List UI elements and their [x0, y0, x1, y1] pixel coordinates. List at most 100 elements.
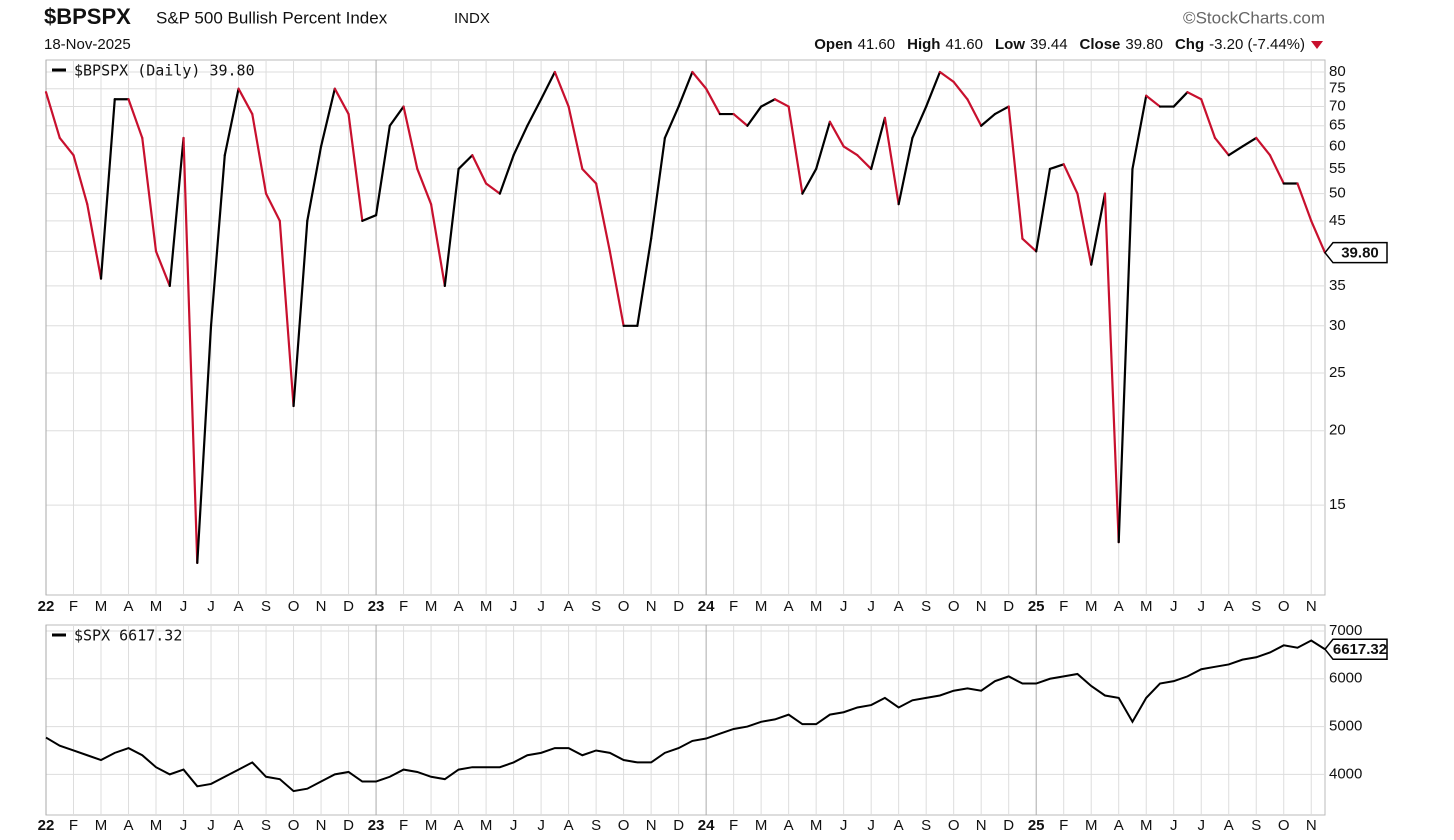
- quote-label: Close: [1080, 36, 1121, 53]
- line-segment: [306, 145, 323, 222]
- y-tick-label: 25: [1329, 364, 1346, 381]
- line-segment: [457, 154, 474, 171]
- x-tick-label: O: [618, 598, 630, 615]
- x-tick-label: S: [261, 817, 271, 834]
- x-tick-label: M: [480, 598, 493, 615]
- x-tick-label: J: [180, 598, 188, 615]
- x-tick-label: F: [729, 598, 738, 615]
- x-tick-label: A: [454, 598, 464, 615]
- x-tick-label: N: [1306, 598, 1317, 615]
- x-tick-label: A: [124, 598, 134, 615]
- x-tick-label: J: [537, 598, 545, 615]
- line-segment: [801, 167, 818, 195]
- x-tick-label: O: [288, 598, 300, 615]
- x-tick-label: M: [425, 817, 438, 834]
- x-tick-label: M: [95, 598, 108, 615]
- x-tick-label: F: [69, 817, 78, 834]
- x-tick-label: J: [207, 817, 215, 834]
- line-segment: [938, 70, 955, 83]
- line-segment: [1035, 167, 1052, 253]
- x-tick-label: J: [1170, 598, 1178, 615]
- y-tick-label: 30: [1329, 317, 1346, 334]
- x-tick-label: M: [95, 817, 108, 834]
- x-tick-label: M: [480, 817, 493, 834]
- line-segment: [691, 70, 708, 90]
- line-segment: [650, 136, 666, 240]
- legend-label: $BPSPX (Daily) 39.80: [74, 62, 255, 80]
- line-segment: [1062, 163, 1079, 195]
- x-tick-label: M: [1140, 598, 1153, 615]
- quote-value: 39.44: [1030, 36, 1068, 53]
- line-segment: [539, 70, 556, 101]
- x-tick-label: A: [234, 598, 244, 615]
- quote-label: Low: [995, 36, 1025, 53]
- line-segment: [264, 192, 281, 222]
- x-tick-label: M: [1085, 817, 1098, 834]
- x-tick-label: M: [810, 817, 823, 834]
- line-segment: [223, 87, 240, 157]
- x-tick-label: M: [755, 817, 768, 834]
- y-tick-label: 20: [1329, 422, 1346, 439]
- line-segment: [127, 98, 144, 140]
- y-tick-label: 50: [1329, 185, 1346, 202]
- x-tick-label: J: [510, 817, 518, 834]
- line-segment: [168, 136, 185, 288]
- x-tick-label: D: [1003, 598, 1014, 615]
- line-segment: [870, 116, 887, 171]
- x-tick-label: 22: [38, 598, 55, 615]
- x-tick-label: J: [840, 817, 848, 834]
- x-tick-label: J: [207, 598, 215, 615]
- x-tick-label: F: [69, 598, 78, 615]
- x-tick-label: A: [124, 817, 134, 834]
- line-segment: [1117, 167, 1134, 544]
- x-tick-label: A: [784, 817, 794, 834]
- x-tick-label: F: [1059, 817, 1068, 834]
- x-tick-label: 23: [368, 598, 385, 615]
- line-segment: [952, 80, 969, 101]
- line-segment: [347, 112, 364, 222]
- line-segment: [980, 112, 997, 127]
- line-segment: [1241, 136, 1258, 148]
- last-value-label: 6617.32: [1333, 641, 1387, 658]
- x-tick-label: O: [288, 817, 300, 834]
- line-segment: [760, 98, 776, 108]
- line-segment: [388, 105, 405, 127]
- x-tick-label: F: [729, 817, 738, 834]
- line-segment: [1255, 136, 1272, 157]
- line-segment: [1007, 105, 1024, 240]
- line-segment: [319, 87, 336, 148]
- x-tick-label: 22: [38, 817, 55, 834]
- x-tick-label: S: [591, 598, 601, 615]
- x-tick-label: J: [537, 817, 545, 834]
- x-tick-label: N: [1306, 817, 1317, 834]
- line-segment: [1076, 192, 1093, 266]
- line-segment: [966, 98, 983, 127]
- down-arrow: [1311, 41, 1323, 49]
- line: [45, 639, 1326, 793]
- y-tick-label: 7000: [1329, 622, 1362, 639]
- line-segment: [911, 105, 928, 140]
- x-tick-label: N: [976, 598, 987, 615]
- x-tick-label: A: [894, 598, 904, 615]
- last-value-tag: [1324, 241, 1388, 264]
- y-tick-label: 4000: [1329, 765, 1362, 782]
- y-tick-label: 55: [1329, 160, 1346, 177]
- x-tick-label: J: [510, 598, 518, 615]
- line-segment: [374, 124, 391, 217]
- line-segment: [99, 98, 116, 280]
- line-segment: [1268, 154, 1285, 185]
- x-tick-label: A: [234, 817, 244, 834]
- x-tick-label: F: [1059, 598, 1068, 615]
- x-tick-label: F: [399, 598, 408, 615]
- x-tick-label: O: [948, 598, 960, 615]
- x-tick-label: S: [1251, 817, 1261, 834]
- y-tick-label: 75: [1329, 80, 1346, 97]
- line-segment: [1172, 91, 1189, 108]
- line-segment: [553, 70, 570, 108]
- quote-value: 41.60: [945, 36, 983, 53]
- x-tick-label: J: [840, 598, 848, 615]
- y-tick-label: 5000: [1329, 718, 1362, 735]
- x-tick-label: 24: [698, 598, 715, 615]
- line-segment: [1021, 237, 1038, 253]
